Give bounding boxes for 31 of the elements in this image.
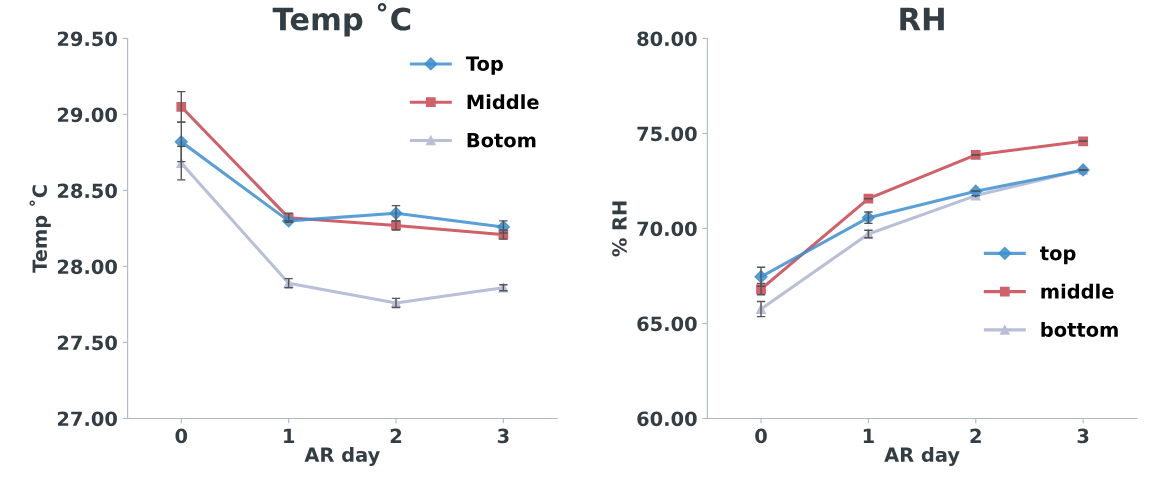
chart-title: Temp ˚C bbox=[272, 3, 411, 37]
y-tick-label: 28.50 bbox=[57, 183, 117, 199]
chart-title: RH bbox=[900, 7, 944, 31]
legend-label: Middle bbox=[467, 94, 539, 110]
y-tick-label: 65.00 bbox=[637, 316, 697, 332]
legend-label: Top bbox=[465, 56, 503, 75]
x-axis-title: AR day bbox=[304, 447, 380, 466]
x-tick-label: 2 bbox=[390, 428, 402, 443]
y-tick-label: 80.00 bbox=[637, 31, 697, 47]
x-tick-label: 1 bbox=[284, 428, 295, 443]
x-tick-label: 0 bbox=[175, 428, 188, 444]
legend-label: bottom bbox=[1041, 321, 1118, 337]
legend-label: top bbox=[1040, 246, 1076, 265]
y-tick-label: 28.00 bbox=[57, 259, 117, 275]
y-tick-label: 60.00 bbox=[637, 411, 697, 427]
x-axis-title: AR day bbox=[884, 447, 960, 466]
y-tick-label: 27.00 bbox=[57, 411, 117, 427]
y-axis-title: Temp ˚C bbox=[29, 185, 51, 273]
y-tick-label: 75.00 bbox=[637, 126, 697, 142]
y-axis-title: % RH bbox=[612, 201, 627, 257]
x-tick-label: 2 bbox=[970, 428, 981, 443]
x-tick-label: 0 bbox=[755, 428, 767, 444]
y-tick-label: 27.50 bbox=[57, 335, 117, 351]
x-tick-label: 3 bbox=[497, 428, 509, 444]
y-tick-label: 29.50 bbox=[57, 31, 117, 47]
y-tick-label: 70.00 bbox=[637, 221, 697, 237]
y-tick-label: 29.00 bbox=[57, 107, 117, 123]
x-tick-label: 3 bbox=[1077, 428, 1089, 444]
x-tick-label: 1 bbox=[863, 428, 874, 443]
legend-label: Botom bbox=[467, 133, 536, 148]
legend-label: middle bbox=[1041, 283, 1114, 299]
